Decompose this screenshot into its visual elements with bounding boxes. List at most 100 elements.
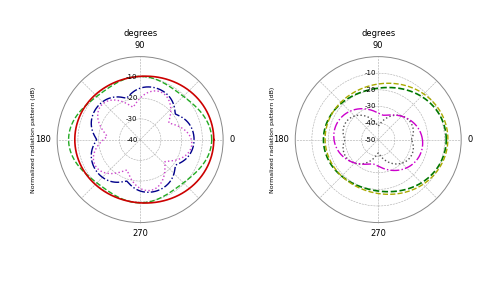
Text: 0: 0 <box>230 135 235 144</box>
Cross-pol, Measurement <box>339 115 345 118</box>
Text: degrees: degrees <box>123 29 157 38</box>
Cross-pol, Simulation <box>408 138 414 141</box>
Co-pol, Simulation <box>443 138 449 141</box>
Cross-pol, Simulation <box>345 118 351 122</box>
Text: -10: -10 <box>364 70 376 76</box>
Co-pol, Simulation <box>385 86 391 89</box>
Cross-pol, Simulation <box>188 138 194 141</box>
Text: -10: -10 <box>126 74 138 80</box>
Co-pol, Simulation <box>83 103 89 106</box>
Text: 90: 90 <box>135 41 145 50</box>
Cross-pol, Measurement <box>191 138 197 141</box>
Co-pol, Simulation <box>92 93 98 96</box>
Co-pol, Measurement <box>137 201 143 205</box>
Cross-pol, Simulation <box>188 138 194 141</box>
Cross-pol, Measurement <box>420 138 426 141</box>
Co-pol, Simulation <box>331 109 337 113</box>
Co-pol, Simulation <box>339 101 345 105</box>
Co-pol, Measurement <box>331 109 337 113</box>
Co-pol, Simulation <box>112 195 118 198</box>
Co-pol, Measurement <box>386 193 392 196</box>
Cross-pol, Simulation <box>101 101 107 105</box>
Co-pol, Measurement <box>388 82 394 85</box>
Line: Cross-pol, Measurement: Cross-pol, Measurement <box>334 109 423 170</box>
Line: Co-pol, Simulation: Co-pol, Simulation <box>75 76 214 203</box>
Cross-pol, Measurement <box>413 124 419 127</box>
Co-pol, Simulation <box>205 112 211 116</box>
Cross-pol, Simulation <box>379 119 385 123</box>
Line: Co-pol, Measurement: Co-pol, Measurement <box>68 76 212 203</box>
Text: -40: -40 <box>126 137 138 142</box>
Co-pol, Measurement <box>137 75 143 78</box>
Cross-pol, Simulation <box>366 160 372 164</box>
Cross-pol, Measurement <box>338 116 344 119</box>
Text: -50: -50 <box>365 137 376 142</box>
Text: degrees: degrees <box>361 29 395 38</box>
Cross-pol, Simulation <box>408 138 414 141</box>
Cross-pol, Simulation <box>145 189 151 192</box>
Text: -30: -30 <box>126 116 138 122</box>
Text: 270: 270 <box>371 229 386 238</box>
Co-pol, Simulation <box>355 184 361 187</box>
Cross-pol, Measurement <box>347 109 353 113</box>
Cross-pol, Measurement <box>191 138 197 141</box>
Text: Normalized radiation pattern (dB): Normalized radiation pattern (dB) <box>269 86 274 193</box>
Co-pol, Simulation <box>82 105 88 108</box>
Legend: Cross-pol, Simulation, Co-pol, Simulation, Cross-pol, Measurement, Co-pol, Measu: Cross-pol, Simulation, Co-pol, Simulatio… <box>312 282 432 285</box>
Cross-pol, Measurement <box>145 191 151 194</box>
Text: Normalized radiation pattern (dB): Normalized radiation pattern (dB) <box>31 86 36 193</box>
Text: 270: 270 <box>132 229 148 238</box>
Legend: Co-pol, Measurement, Cross-pol, Measurement, Cross-pol, Simulation, Co-pol, Simu: Co-pol, Measurement, Cross-pol, Measurem… <box>74 282 194 285</box>
Cross-pol, Measurement <box>118 180 124 184</box>
Cross-pol, Simulation <box>357 162 363 166</box>
Co-pol, Measurement <box>201 114 207 117</box>
Co-pol, Simulation <box>437 115 443 118</box>
Text: 180: 180 <box>273 135 289 144</box>
Co-pol, Simulation <box>142 74 148 78</box>
Cross-pol, Measurement <box>391 169 397 172</box>
Cross-pol, Simulation <box>152 89 158 93</box>
Co-pol, Simulation <box>387 86 393 89</box>
Cross-pol, Measurement <box>92 109 98 112</box>
Text: -20: -20 <box>365 87 376 93</box>
Cross-pol, Measurement <box>145 85 151 89</box>
Co-pol, Simulation <box>211 138 217 141</box>
Cross-pol, Measurement <box>91 110 97 113</box>
Co-pol, Measurement <box>385 82 391 85</box>
Co-pol, Measurement <box>94 95 100 98</box>
Cross-pol, Measurement <box>420 138 426 141</box>
Co-pol, Simulation <box>330 111 336 114</box>
Co-pol, Measurement <box>354 185 360 189</box>
Line: Co-pol, Simulation: Co-pol, Simulation <box>323 87 446 192</box>
Cross-pol, Simulation <box>357 113 363 117</box>
Cross-pol, Simulation <box>124 168 129 172</box>
Cross-pol, Measurement <box>381 113 387 117</box>
Co-pol, Measurement <box>439 114 445 117</box>
Co-pol, Measurement <box>445 138 451 141</box>
Cross-pol, Simulation <box>352 114 358 118</box>
Line: Cross-pol, Measurement: Cross-pol, Measurement <box>91 87 194 192</box>
Text: -20: -20 <box>126 95 138 101</box>
Text: 90: 90 <box>373 41 383 50</box>
Text: -40: -40 <box>365 120 376 126</box>
Cross-pol, Simulation <box>95 111 101 114</box>
Text: 0: 0 <box>468 135 473 144</box>
Co-pol, Measurement <box>83 103 89 107</box>
Co-pol, Simulation <box>211 138 217 141</box>
Line: Cross-pol, Simulation: Cross-pol, Simulation <box>343 115 413 164</box>
Cross-pol, Simulation <box>344 119 350 123</box>
Co-pol, Measurement <box>209 138 215 141</box>
Cross-pol, Measurement <box>185 120 190 123</box>
Co-pol, Simulation <box>142 201 148 205</box>
Cross-pol, Simulation <box>95 112 101 116</box>
Line: Cross-pol, Simulation: Cross-pol, Simulation <box>93 91 192 191</box>
Cross-pol, Measurement <box>359 107 365 110</box>
Co-pol, Measurement <box>151 77 157 80</box>
Cross-pol, Simulation <box>148 90 154 93</box>
Co-pol, Measurement <box>445 138 451 141</box>
Co-pol, Measurement <box>330 111 336 114</box>
Cross-pol, Simulation <box>174 124 180 127</box>
Cross-pol, Measurement <box>149 86 155 89</box>
Co-pol, Measurement <box>82 105 88 108</box>
Co-pol, Simulation <box>152 75 158 78</box>
